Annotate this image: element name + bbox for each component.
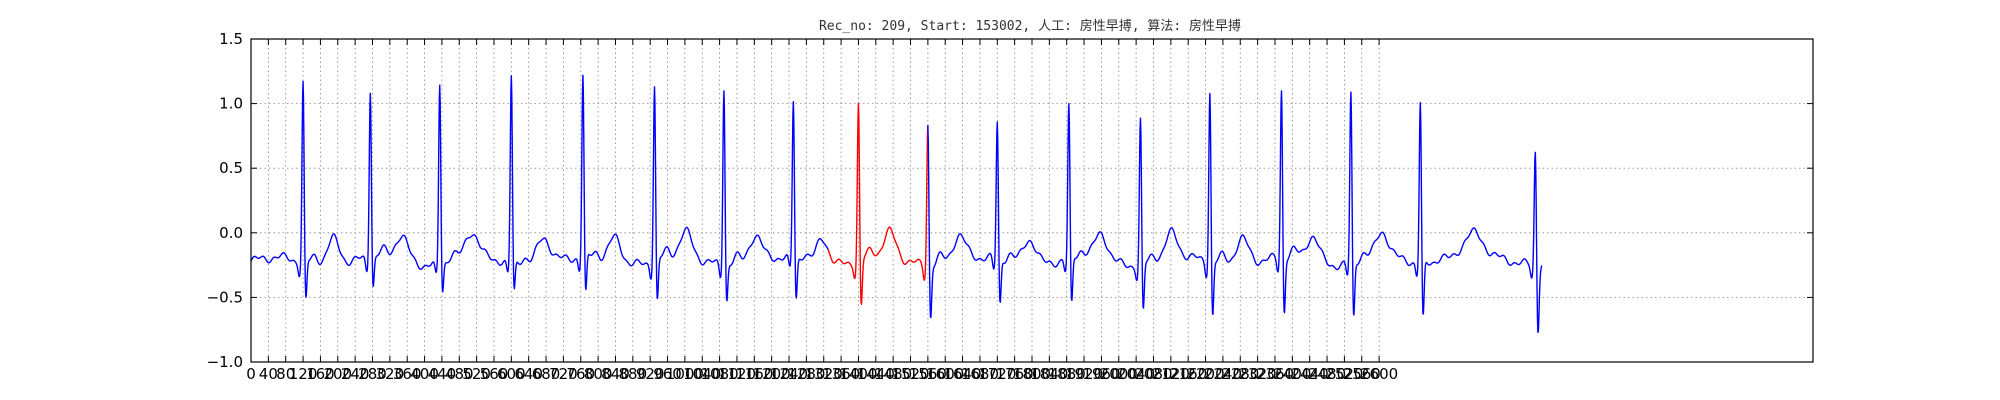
- x-tick-label: 2280: [1221, 365, 1259, 383]
- x-tick-label: 2200: [1186, 365, 1224, 383]
- x-tick-label: 200: [323, 365, 352, 383]
- ecg-trace-normal: [250, 74, 829, 302]
- x-tick-label: 960: [653, 365, 682, 383]
- x-tick-label: 0: [246, 365, 256, 383]
- x-tick-label: 1000: [666, 365, 704, 383]
- x-tick-label: 760: [566, 365, 595, 383]
- x-tick-label: 2320: [1239, 365, 1277, 383]
- x-tick-label: 880: [619, 365, 648, 383]
- ecg-trace-normal: [927, 90, 1543, 334]
- y-tick-label: −0.5: [207, 288, 243, 306]
- x-tick-label: 1640: [943, 365, 981, 383]
- x-tick-label: 1880: [1048, 365, 1086, 383]
- x-tick-label: 800: [584, 365, 613, 383]
- grid-lines: [250, 38, 1813, 363]
- x-tick-label: 600: [497, 365, 526, 383]
- x-tick-label: 560: [480, 365, 509, 383]
- x-tick-label: 1040: [683, 365, 721, 383]
- x-tick-label: 1280: [787, 365, 825, 383]
- x-tick-label: 1760: [996, 365, 1034, 383]
- x-tick-label: 680: [532, 365, 561, 383]
- chart-title: Rec_no: 209, Start: 153002, 人工: 房性早搏, 算法…: [819, 18, 1241, 34]
- x-tick-label: 1840: [1030, 365, 1068, 383]
- x-tick-label: 360: [393, 365, 422, 383]
- x-tick-label: 2400: [1273, 365, 1311, 383]
- x-tick-label: 2480: [1308, 365, 1346, 383]
- ecg-signal: [250, 74, 1543, 334]
- x-tick-label: 2080: [1134, 365, 1172, 383]
- x-axis: 0 408012016020024028032036040044048052056…: [246, 39, 1398, 383]
- x-tick-label: 1960: [1082, 365, 1120, 383]
- x-tick-label: 1520: [891, 365, 929, 383]
- x-tick-label: 1440: [857, 365, 895, 383]
- x-tick-label: 440: [428, 365, 457, 383]
- x-tick-label: 2440: [1291, 365, 1329, 383]
- y-tick-label: 1.5: [219, 30, 243, 48]
- x-tick-label: 2160: [1169, 365, 1207, 383]
- x-tick-label: 640: [514, 365, 543, 383]
- x-tick-label: 1560: [909, 365, 947, 383]
- x-tick-label: 2240: [1204, 365, 1242, 383]
- x-tick-label: 1400: [839, 365, 877, 383]
- x-tick-label: 1800: [1013, 365, 1051, 383]
- x-tick-label: 2520: [1325, 365, 1363, 383]
- y-tick-label: 0.0: [219, 224, 243, 242]
- x-tick-label: 160: [306, 365, 335, 383]
- x-tick-label: 400: [410, 365, 439, 383]
- x-tick-label: 1320: [805, 365, 843, 383]
- x-tick-label: 320: [376, 365, 405, 383]
- x-tick-label: 240: [341, 365, 370, 383]
- x-tick-label: 840: [601, 365, 630, 383]
- x-tick-label: 520: [462, 365, 491, 383]
- x-tick-label: 2560: [1343, 365, 1381, 383]
- x-tick-label: 1680: [961, 365, 999, 383]
- y-tick-label: −1.0: [207, 353, 243, 371]
- x-tick-label: 280: [358, 365, 387, 383]
- x-tick-label: 720: [549, 365, 578, 383]
- x-tick-label: 1120: [718, 365, 756, 383]
- y-axis: 1.5 1.0 0.5 0.0 −0.5 −1.0: [207, 30, 1813, 371]
- x-tick-label: 1720: [978, 365, 1016, 383]
- x-tick-label: 1080: [701, 365, 739, 383]
- x-tick-label: 1360: [822, 365, 860, 383]
- x-tick-label: 40: [259, 365, 278, 383]
- x-tick-label: 80: [276, 365, 295, 383]
- x-tick-label: 2120: [1152, 365, 1190, 383]
- x-tick-label: 1200: [753, 365, 791, 383]
- y-tick-label: 1.0: [219, 95, 243, 113]
- x-tick-label: 2000: [1100, 365, 1138, 383]
- x-tick-label: 120: [289, 365, 318, 383]
- x-tick-label: 1160: [735, 365, 773, 383]
- x-tick-label: 1480: [874, 365, 912, 383]
- x-tick-label: 1920: [1065, 365, 1103, 383]
- y-tick-label: 0.5: [219, 159, 243, 177]
- x-tick-label: 920: [636, 365, 665, 383]
- x-tick-label: 1240: [770, 365, 808, 383]
- x-tick-label: 1600: [926, 365, 964, 383]
- x-tick-label: 2040: [1117, 365, 1155, 383]
- x-tick-label: 480: [445, 365, 474, 383]
- x-tick-label: 2600: [1360, 365, 1398, 383]
- x-tick-label: 2360: [1256, 365, 1294, 383]
- ecg-trace-highlighted: [827, 102, 929, 305]
